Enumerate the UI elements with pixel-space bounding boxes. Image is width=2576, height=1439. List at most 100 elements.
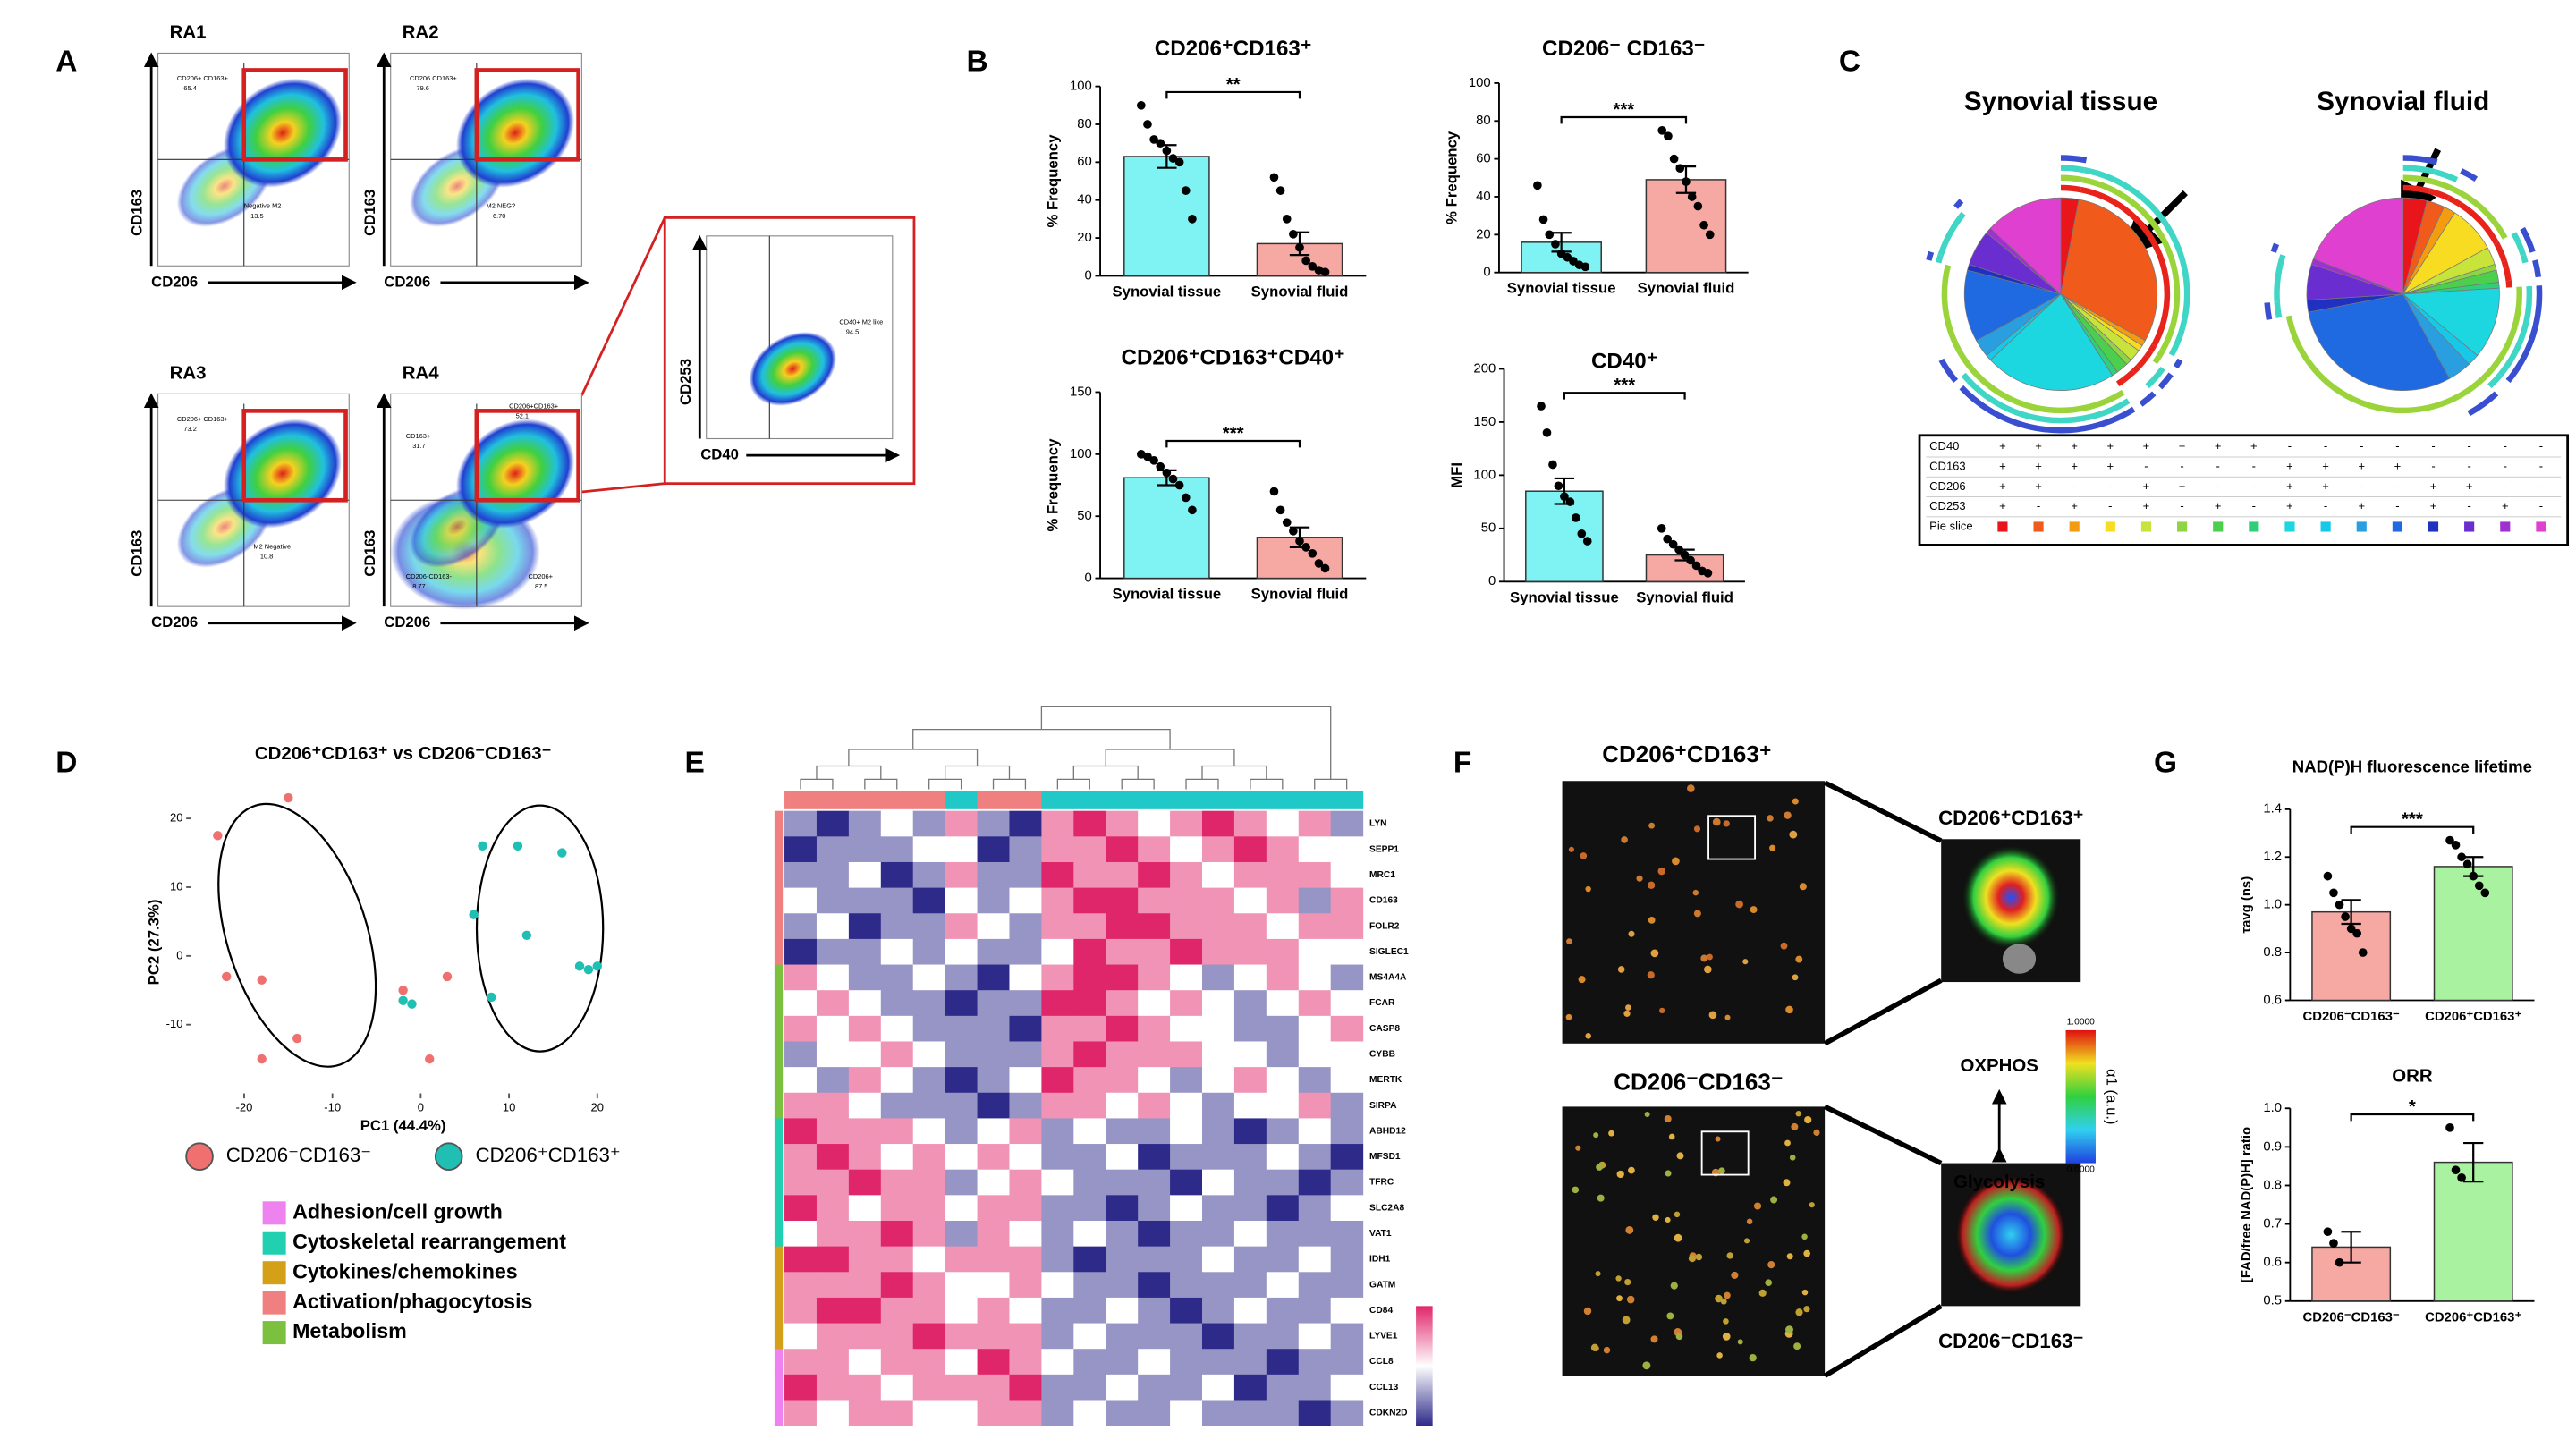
data-point bbox=[2346, 924, 2356, 934]
panel-label: A bbox=[55, 45, 77, 78]
heatmap-cell bbox=[977, 1246, 1011, 1273]
heatmap-cell bbox=[1138, 836, 1171, 863]
legend-swatch bbox=[2500, 521, 2511, 532]
marker-arc bbox=[2520, 226, 2536, 253]
heatmap-cell bbox=[977, 913, 1011, 940]
marker-arc bbox=[2402, 184, 2431, 194]
heatmap-cell bbox=[1009, 1400, 1042, 1426]
marker-arc bbox=[2081, 176, 2181, 352]
flow-x-label: CD206 bbox=[384, 273, 430, 290]
gene-label: CD84 bbox=[1369, 1306, 1393, 1316]
cell bbox=[1580, 852, 1588, 859]
data-point bbox=[425, 1054, 435, 1064]
y-axis-label: PC2 (27.3%) bbox=[145, 900, 162, 986]
panel-label: E bbox=[685, 746, 705, 779]
y-tick-label: 0 bbox=[1488, 574, 1496, 588]
data-point bbox=[1560, 492, 1569, 501]
data-point bbox=[1663, 534, 1673, 544]
cell bbox=[1565, 1013, 1572, 1020]
y-tick-label: 0.6 bbox=[2263, 993, 2282, 1007]
dendrogram-branch bbox=[1072, 765, 1139, 780]
heatmap-cell bbox=[977, 1169, 1011, 1196]
heatmap-cell bbox=[848, 1323, 882, 1350]
data-point bbox=[2358, 948, 2368, 957]
data-point bbox=[292, 1033, 302, 1044]
heatmap-cell bbox=[912, 1092, 946, 1119]
heatmap-cell bbox=[1073, 810, 1106, 837]
table-sign: - bbox=[2504, 439, 2507, 453]
gene-label: TFRC bbox=[1369, 1178, 1394, 1188]
metabolic-label: Glycolysis bbox=[1953, 1172, 2045, 1192]
heatmap-cell bbox=[1330, 1297, 1364, 1325]
y-tick-label: 10 bbox=[170, 879, 182, 893]
heatmap-cell bbox=[816, 1349, 850, 1376]
cell bbox=[1795, 955, 1803, 963]
heatmap-cell bbox=[1266, 1323, 1300, 1350]
legend-swatch bbox=[2140, 521, 2152, 532]
heatmap-cell bbox=[1009, 1349, 1042, 1376]
heatmap-cell bbox=[1106, 836, 1139, 863]
table-sign: + bbox=[1999, 479, 2006, 493]
y-axis-label: % Frequency bbox=[1443, 131, 1460, 224]
data-point bbox=[1699, 220, 1708, 230]
column-group-bar bbox=[977, 791, 1011, 809]
marker-arc bbox=[2083, 166, 2190, 357]
heatmap-cell bbox=[1330, 1067, 1364, 1094]
heatmap-cell bbox=[1138, 964, 1171, 991]
data-point bbox=[1674, 545, 1683, 554]
cell bbox=[1809, 1202, 1815, 1208]
data-point bbox=[1693, 201, 1703, 211]
data-point bbox=[284, 792, 293, 803]
data-point bbox=[2323, 1227, 2333, 1237]
heatmap-cell bbox=[1041, 1092, 1074, 1119]
y-axis-label: [FAD/free NAD(P)H] ratio bbox=[2240, 1127, 2254, 1282]
cell bbox=[1793, 1342, 1801, 1350]
heatmap-cell bbox=[1330, 1323, 1364, 1350]
heatmap-cell bbox=[1138, 1118, 1171, 1145]
heatmap-cell bbox=[945, 1118, 979, 1145]
y-tick-label: 0.7 bbox=[2263, 1217, 2282, 1232]
heatmap-cell bbox=[1041, 887, 1074, 914]
heatmap-cell bbox=[1138, 1374, 1171, 1401]
table-sign: + bbox=[2394, 460, 2402, 473]
legend-label: Activation/phagocytosis bbox=[292, 1290, 532, 1313]
heatmap-cell bbox=[1138, 1195, 1171, 1222]
table-sign: - bbox=[2467, 460, 2470, 473]
marker-arc bbox=[2136, 354, 2149, 369]
heatmap-cell bbox=[1330, 1246, 1364, 1273]
marker-arc bbox=[2520, 254, 2529, 264]
table-sign: - bbox=[2467, 439, 2470, 453]
heatmap-cell bbox=[1330, 990, 1364, 1017]
heatmap-cell bbox=[1106, 1118, 1139, 1145]
table-sign: - bbox=[2324, 439, 2327, 453]
legend-swatch bbox=[2428, 521, 2439, 532]
heatmap-cell bbox=[784, 964, 818, 991]
table-sign: - bbox=[2180, 460, 2183, 473]
heatmap-cell bbox=[784, 1400, 818, 1426]
table-sign: - bbox=[2395, 479, 2399, 493]
heatmap-cell bbox=[912, 1220, 946, 1248]
gene-label: FOLR2 bbox=[1369, 921, 1400, 931]
heatmap-cell bbox=[1266, 1144, 1300, 1171]
marker-arc bbox=[2467, 391, 2499, 417]
heatmap-cell bbox=[1106, 1169, 1139, 1196]
cell bbox=[1791, 1122, 1799, 1130]
heatmap-cell bbox=[1202, 913, 1235, 940]
cell bbox=[1718, 1167, 1725, 1175]
heatmap-cell bbox=[784, 1041, 818, 1068]
cell bbox=[1715, 1294, 1723, 1303]
cell bbox=[1596, 1164, 1603, 1171]
data-point bbox=[1275, 505, 1285, 515]
heatmap-cell bbox=[1202, 1195, 1235, 1222]
data-point bbox=[2451, 1165, 2461, 1175]
heatmap-cell bbox=[912, 1144, 946, 1171]
zoom-connector bbox=[1823, 1104, 1943, 1166]
heatmap-cell bbox=[1170, 1323, 1203, 1350]
cell bbox=[1803, 1249, 1811, 1257]
heatmap-cell bbox=[1330, 964, 1364, 991]
heatmap-cell bbox=[1073, 964, 1106, 991]
heatmap-cell bbox=[1330, 1195, 1364, 1222]
heatmap-cell bbox=[1266, 887, 1300, 914]
heatmap-cell bbox=[784, 938, 818, 966]
heatmap-cell bbox=[1298, 1272, 1332, 1299]
